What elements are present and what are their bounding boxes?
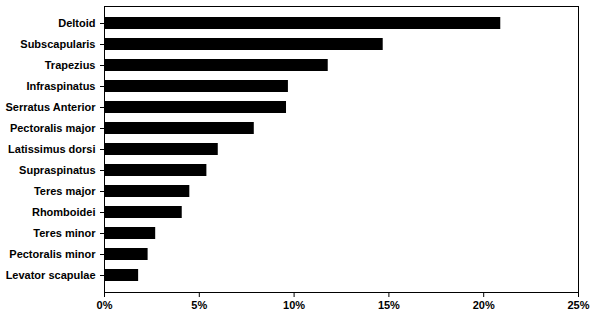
svg-text:Deltoid: Deltoid — [58, 17, 95, 29]
svg-text:Rhomboidei: Rhomboidei — [32, 206, 96, 218]
svg-text:Infraspinatus: Infraspinatus — [26, 80, 95, 92]
svg-text:Trapezius: Trapezius — [45, 59, 96, 71]
svg-text:0%: 0% — [97, 299, 113, 311]
svg-text:10%: 10% — [283, 299, 305, 311]
svg-text:20%: 20% — [473, 299, 495, 311]
svg-text:Pectoralis minor: Pectoralis minor — [9, 248, 96, 260]
svg-text:Teres minor: Teres minor — [33, 227, 96, 239]
svg-text:Levator scapulae: Levator scapulae — [6, 269, 96, 281]
svg-text:Teres major: Teres major — [34, 185, 96, 197]
svg-text:Supraspinatus: Supraspinatus — [19, 164, 95, 176]
svg-text:Pectoralis major: Pectoralis major — [10, 122, 96, 134]
svg-text:Subscapularis: Subscapularis — [20, 38, 95, 50]
svg-text:Serratus Anterior: Serratus Anterior — [5, 101, 96, 113]
svg-text:5%: 5% — [191, 299, 207, 311]
svg-text:Latissimus dorsi: Latissimus dorsi — [8, 143, 95, 155]
svg-text:15%: 15% — [378, 299, 400, 311]
svg-text:25%: 25% — [567, 299, 589, 311]
